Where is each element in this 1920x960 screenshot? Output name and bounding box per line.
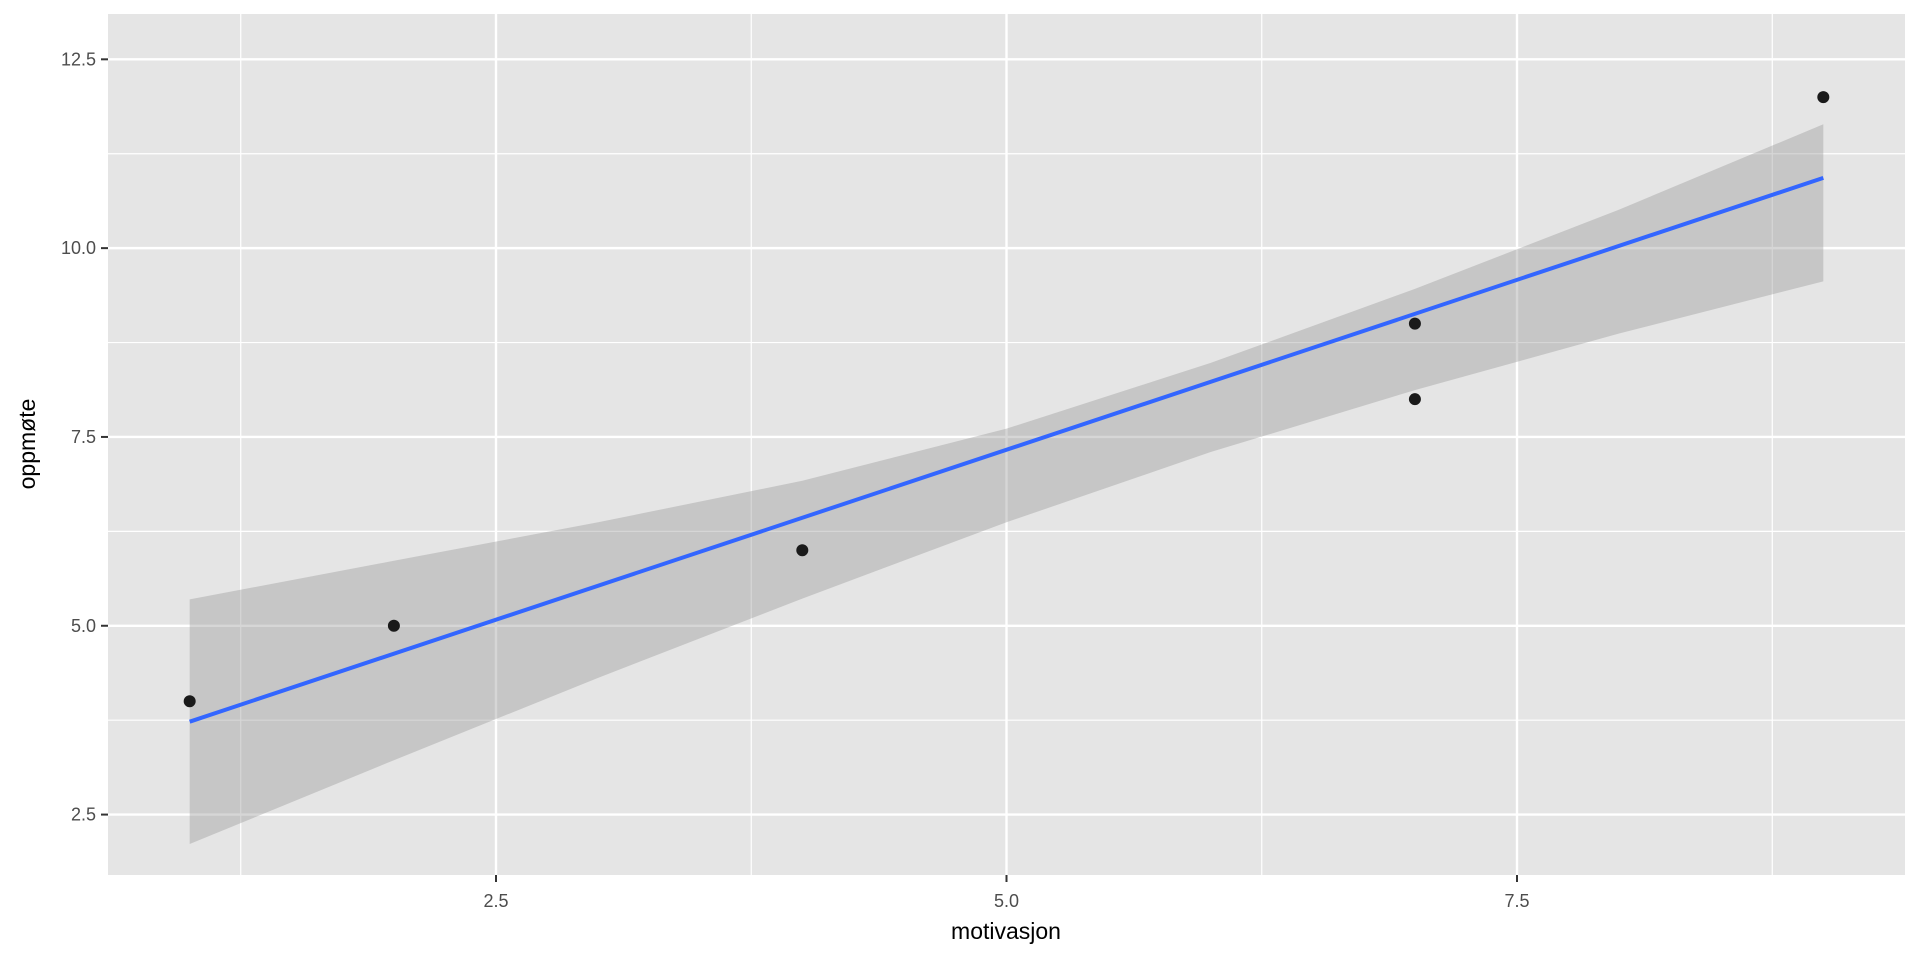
y-axis: 2.5 5.0 7.5 10.0 12.5 — [61, 49, 108, 825]
y-tick-label: 10.0 — [61, 238, 96, 258]
confidence-band — [189, 124, 1824, 845]
data-point — [183, 695, 196, 708]
y-tick-label: 5.0 — [71, 616, 96, 636]
y-tick-label: 2.5 — [71, 805, 96, 825]
y-tick-label: 7.5 — [71, 427, 96, 447]
x-axis: 2.5 5.0 7.5 — [483, 875, 1530, 911]
x-tick-label: 7.5 — [1504, 891, 1529, 911]
y-axis-title: oppmøte — [14, 399, 40, 490]
data-point — [387, 619, 400, 632]
data-point — [1408, 317, 1421, 330]
data-point — [796, 544, 809, 557]
x-axis-title: motivasjon — [951, 918, 1061, 944]
grid-major — [108, 14, 1905, 875]
data-point — [1408, 393, 1421, 406]
y-tick-label: 12.5 — [61, 49, 96, 69]
x-tick-label: 5.0 — [994, 891, 1019, 911]
regression-line — [189, 175, 1824, 724]
data-point — [1817, 91, 1830, 104]
data-points — [183, 91, 1830, 708]
x-tick-label: 2.5 — [483, 891, 508, 911]
